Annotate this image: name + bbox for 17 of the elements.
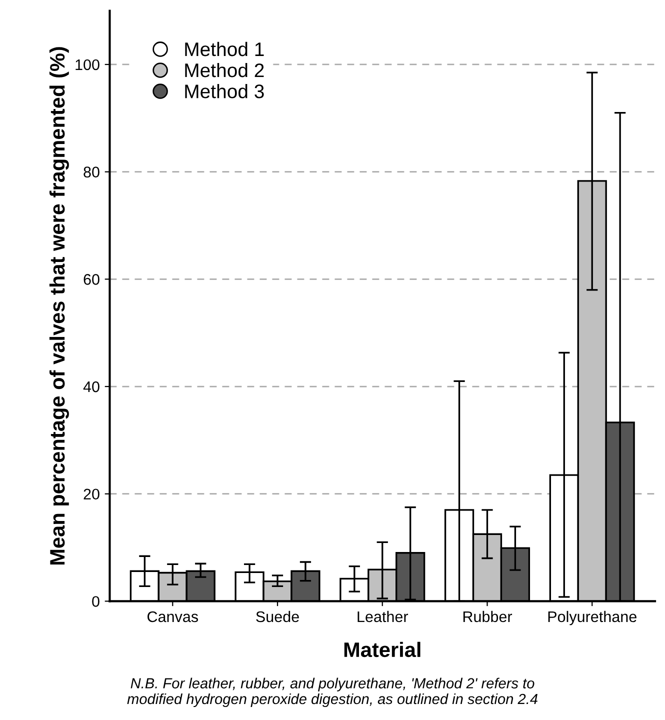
y-tick-label: 100 <box>76 59 100 70</box>
x-tick-label: Leather <box>358 610 408 622</box>
y-axis-title: Mean percentage of valves that were fragmented (%) <box>49 47 69 564</box>
y-tick-label: 60 <box>84 274 100 285</box>
y-tick-label: 0 <box>92 596 100 607</box>
y-tick-label: 20 <box>84 488 100 500</box>
y-tick-label: 80 <box>84 166 100 178</box>
x-tick-label: Polyurethane <box>548 610 636 626</box>
legend-label: Method 2 <box>185 62 264 78</box>
legend-label: Method 1 <box>185 42 264 56</box>
legend-label: Method 3 <box>185 84 264 98</box>
x-axis-title: Material <box>344 642 420 658</box>
x-tick-label: Suede <box>256 610 299 622</box>
text: N.B. For leather, rubber, and polyurethane, 'Method 2' refers to modified hydrogen peroxide digestion, as outlined in section 2.4 <box>127 678 538 708</box>
x-tick-label: Rubber <box>463 610 512 622</box>
x-tick-label: Canvas <box>148 611 198 622</box>
y-tick-label: 40 <box>83 381 100 392</box>
